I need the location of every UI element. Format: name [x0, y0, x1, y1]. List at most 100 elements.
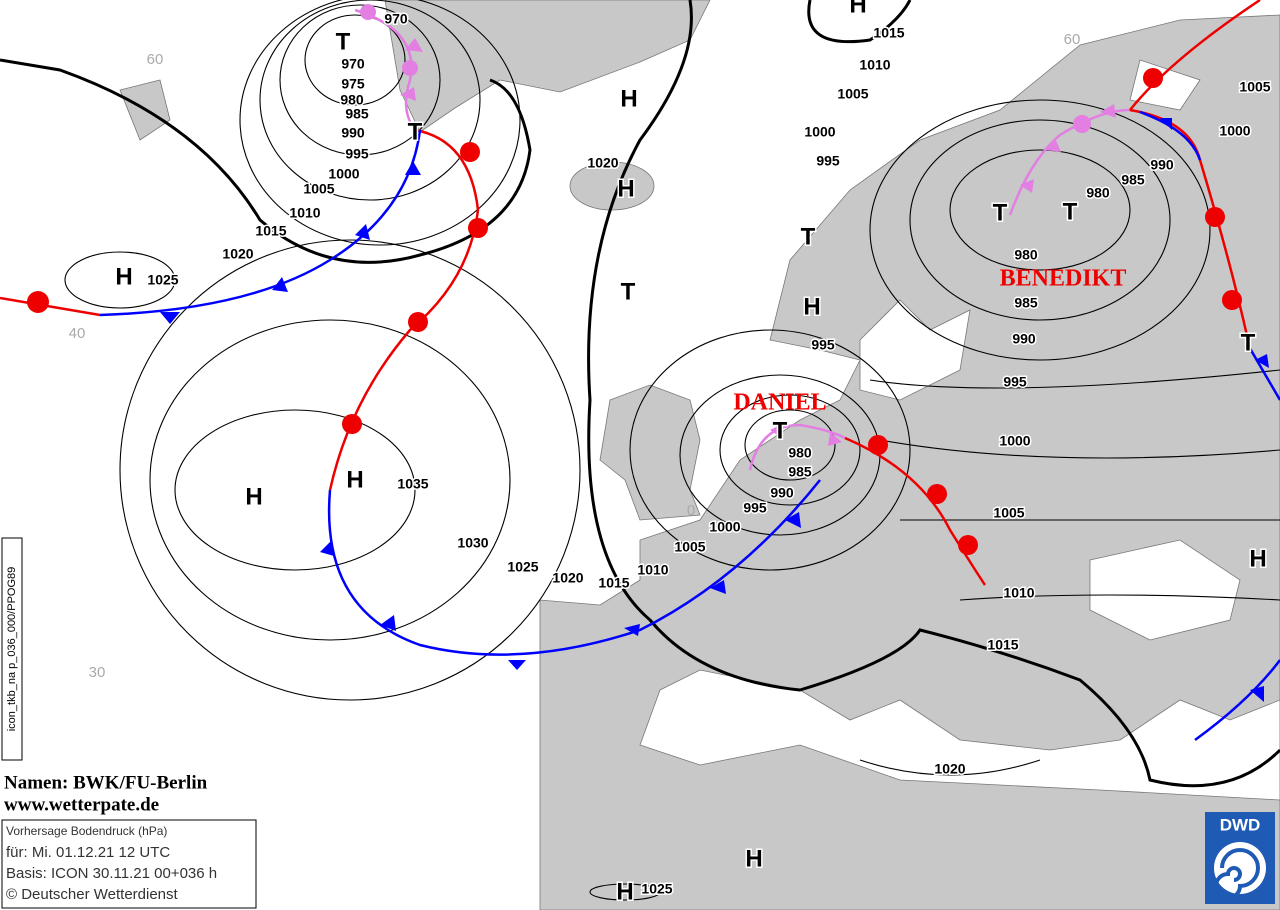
isobar [869, 99, 1211, 361]
isobar [64, 251, 176, 309]
isobar-label: 985 [1121, 172, 1145, 188]
isobar [879, 439, 1280, 459]
warm-front [1129, 0, 1261, 111]
cold-front [1194, 659, 1280, 742]
isobar-label: 990 [1012, 331, 1036, 347]
isobar-label: 990 [1150, 157, 1174, 173]
isobar [149, 319, 511, 641]
pressure-center: H [346, 466, 363, 493]
latitude-label: 0 [687, 502, 695, 519]
isobar-label: 1000 [1219, 123, 1250, 139]
isobar [859, 759, 1041, 776]
info-valid: für: Mi. 01.12.21 12 UTC [6, 844, 170, 861]
isobar-label: 980 [1086, 185, 1110, 201]
isobar-label: 1015 [987, 637, 1018, 653]
iceland [569, 161, 655, 211]
labels: 6040300609709709759809859909951000100510… [69, 0, 1273, 907]
isobar-label: 995 [816, 153, 840, 169]
isobar [869, 369, 1280, 389]
isobar [629, 329, 911, 571]
pressure-center: H [616, 878, 633, 905]
isobar [174, 409, 416, 571]
isobar-label: 980 [788, 445, 812, 461]
isobar-label: 995 [345, 146, 369, 162]
info-title: Vorhersage Bodendruck (hPa) [6, 824, 167, 838]
isobar [119, 239, 581, 701]
pressure-center: T [336, 28, 351, 55]
latitude-label: 60 [147, 51, 164, 68]
isobar-label: 1000 [709, 519, 740, 535]
isobar-label: 1020 [222, 246, 253, 262]
isobar-label: 985 [1014, 295, 1038, 311]
isobar-label: 995 [1003, 374, 1027, 390]
isobar-label: 1005 [837, 86, 868, 102]
isobar-label: 1010 [859, 57, 890, 73]
isobar-label: 1025 [147, 272, 178, 288]
warm-front [328, 128, 480, 491]
pressure-center: H [617, 175, 634, 202]
pressure-center: T [621, 278, 636, 305]
pressure-center: H [245, 483, 262, 510]
isobar [304, 14, 406, 106]
pressure-center: H [620, 85, 637, 112]
isobar-label: 1010 [289, 205, 320, 221]
cold-front [1246, 344, 1280, 401]
pressure-center: H [849, 0, 866, 18]
isobar-label: 995 [811, 337, 835, 353]
attribution-names: Namen: BWK/FU-Berlin [4, 772, 208, 793]
occlusion-symbols [360, 4, 1116, 446]
isobar-label: 1020 [552, 570, 583, 586]
cold-symbols [160, 118, 1269, 702]
isobar-1015 [587, 0, 1280, 788]
info-box [1, 819, 257, 909]
isobar-1015 [807, 0, 912, 44]
cold-front [1139, 110, 1202, 161]
isobar-label: 975 [341, 76, 365, 92]
isobar-label: 990 [341, 125, 365, 141]
baltic [859, 299, 971, 401]
black-sea [1089, 539, 1241, 641]
isobar [259, 0, 481, 201]
isobar-label: 1005 [674, 539, 705, 555]
isobar-label: 1015 [598, 575, 629, 591]
cold-front [99, 129, 422, 317]
storm-name: DANIEL [733, 390, 826, 416]
side-box [1, 537, 23, 761]
isobar-label: 1025 [641, 881, 672, 897]
isobar-label: 1005 [303, 181, 334, 197]
isobar [949, 149, 1131, 271]
isobar [719, 394, 861, 506]
logo-swirl [1214, 848, 1260, 900]
pressure-center: H [115, 263, 132, 290]
pressure-center: H [745, 845, 762, 872]
pressure-center: H [1249, 545, 1266, 572]
info-base: Basis: ICON 30.11.21 00+036 h [6, 865, 217, 882]
isobar [239, 0, 521, 246]
isobar [959, 594, 1280, 601]
isobar-label: 985 [345, 106, 369, 122]
logo-text: DWD [1220, 815, 1261, 834]
pressure-center: T [801, 223, 816, 250]
isobar-label: 995 [743, 500, 767, 516]
isobar-label: 1030 [457, 535, 488, 551]
isobar-label: 970 [384, 11, 408, 27]
isobar-label: 1015 [255, 223, 286, 239]
pressure-center: T [1241, 329, 1256, 356]
occlusion [748, 423, 846, 471]
latitude-label: 30 [89, 664, 106, 681]
isobar-label: 980 [1014, 247, 1038, 263]
cold-front [327, 479, 821, 656]
isobar-label: 990 [770, 485, 794, 501]
isobar-label: 1000 [999, 433, 1030, 449]
pressure-center: T [408, 118, 423, 145]
isobar-label: 1020 [587, 155, 618, 171]
warm-symbols [27, 68, 1242, 555]
pressure-center: T [1063, 198, 1078, 225]
isobar-label: 1000 [328, 166, 359, 182]
isobar-label: 980 [340, 92, 364, 108]
isobar-label: 1005 [1239, 79, 1270, 95]
isobar-label: 1000 [804, 124, 835, 140]
isobar-label: 1025 [507, 559, 538, 575]
latitude-label: 60 [1064, 31, 1081, 48]
